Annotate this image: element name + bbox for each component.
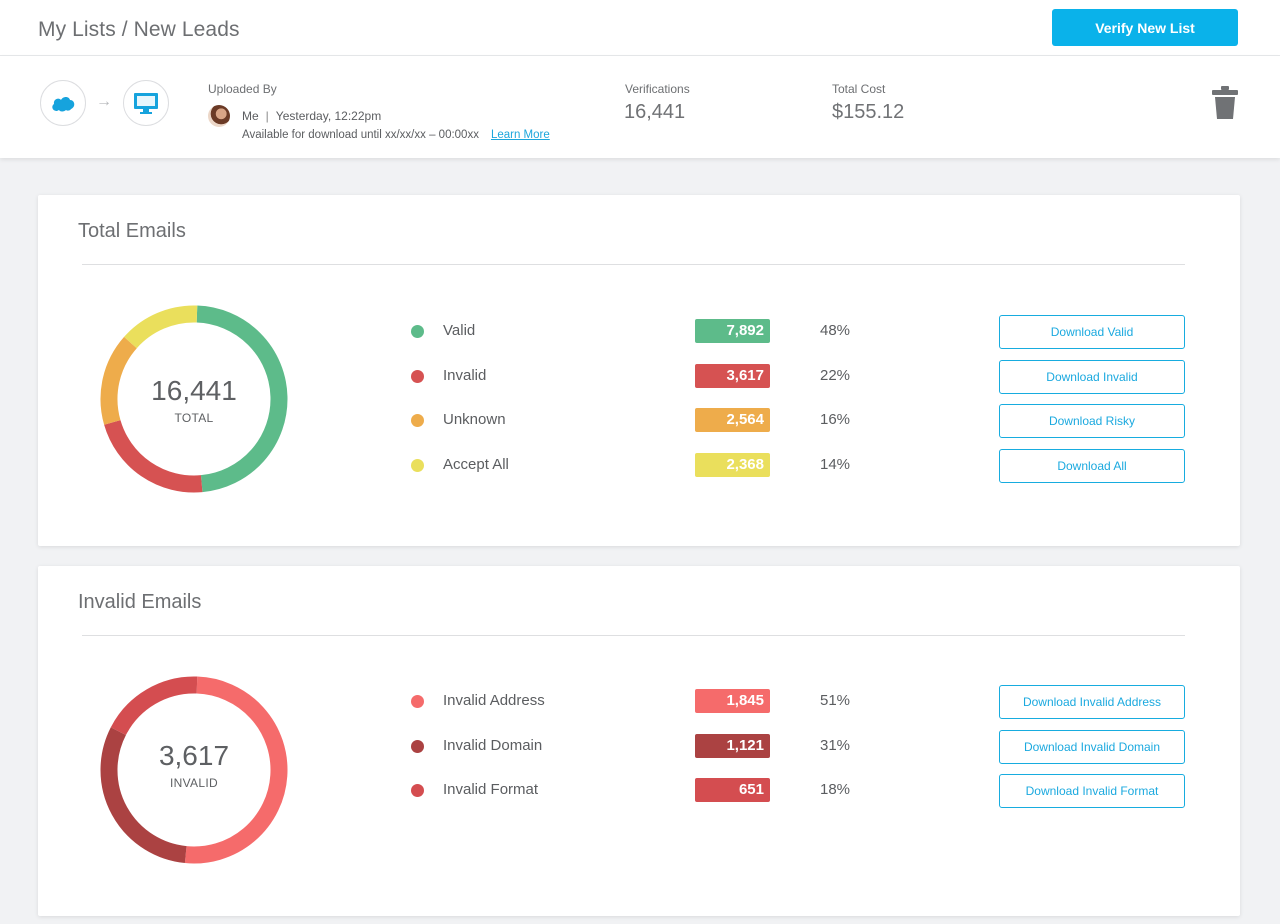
legend-dot [411, 414, 424, 427]
availability-note: Available for download until xx/xx/xx – … [242, 129, 550, 141]
legend-label: Valid [443, 322, 476, 339]
percentage: 51% [820, 692, 851, 709]
donut-center-value: 3,617 [158, 740, 230, 771]
donut-center-label: TOTAL [174, 411, 214, 425]
separator: | [265, 109, 269, 123]
count-badge: 2,368 [695, 452, 770, 477]
invalid-emails-card: Invalid Emails 3,617 INVALID Invalid Add… [38, 566, 1240, 916]
donut-segment-invalid-address [184, 676, 288, 864]
legend-row-invalid: Invalid 3,617 22% Download Invalid [38, 359, 1240, 394]
verifications-value: 16,441 [624, 101, 686, 123]
donut-segment-invalid [104, 419, 203, 493]
download-invalid-format-button[interactable]: Download Invalid Format [999, 774, 1185, 808]
donut-segment-accept-all [124, 305, 198, 349]
uploader-name: Me [242, 109, 259, 123]
percentage: 18% [820, 781, 851, 798]
arrow-right-icon: → [96, 93, 112, 110]
donut-segment-unknown [100, 336, 137, 425]
legend-row-valid: Valid 7,892 48% Download Valid [38, 315, 1240, 349]
count-badge: 3,617 [695, 363, 770, 388]
percentage: 31% [820, 736, 851, 754]
total-emails-card: Total Emails 16,441 TOTAL Valid 7,892 48% D… [38, 195, 1240, 546]
legend-label: Invalid [443, 366, 487, 384]
divider [82, 264, 1185, 265]
donut-center-value: 16,441 [151, 375, 237, 406]
legend-dot [411, 369, 424, 383]
legend-dot [411, 784, 424, 797]
count-badge: 7,892 [695, 319, 770, 343]
trash-icon[interactable] [1212, 86, 1238, 120]
legend-label: Accept All [443, 455, 509, 473]
download-accept-all-button[interactable]: Download All [999, 448, 1185, 483]
donut-center-label: INVALID [170, 776, 218, 790]
legend-label: Invalid Format [443, 781, 539, 798]
count-badge: 2,564 [695, 408, 770, 432]
percentage: 48% [820, 322, 851, 339]
invalid-emails-donut [100, 676, 288, 864]
total-cost-value: $155.12 [832, 101, 905, 123]
percentage: 16% [820, 411, 851, 428]
legend-label: Invalid Domain [443, 736, 543, 754]
legend-dot [411, 458, 424, 472]
count-badge: 651 [695, 778, 770, 802]
divider [82, 635, 1185, 636]
legend-label: Unknown [443, 411, 506, 428]
donut-segment-invalid-format [110, 676, 198, 736]
card-title: Total Emails [78, 220, 186, 242]
donut-segment-invalid-domain [100, 727, 187, 864]
legend-dot [411, 325, 424, 338]
avatar [208, 105, 230, 127]
verify-new-list-button[interactable]: Verify New List [1052, 9, 1238, 46]
donut-segment-valid [196, 305, 288, 493]
legend-dot [411, 695, 424, 708]
upload-time: Yesterday, 12:22pm [275, 109, 382, 123]
count-badge: 1,845 [695, 689, 770, 713]
legend-row-invalid-format: Invalid Format 651 18% Download Invalid For… [38, 774, 1240, 808]
legend-row-invalid-address: Invalid Address 1,845 51% Download Invalid … [38, 685, 1240, 719]
download-invalid-domain-button[interactable]: Download Invalid Domain [999, 729, 1185, 764]
desktop-monitor-icon [123, 80, 169, 126]
salesforce-cloud-icon [40, 80, 86, 126]
uploaded-by-label: Uploaded By [208, 82, 277, 96]
percentage: 22% [820, 366, 851, 384]
total-emails-donut [100, 305, 288, 493]
legend-dot [411, 739, 424, 753]
card-title: Invalid Emails [78, 591, 202, 613]
learn-more-link[interactable]: Learn More [490, 129, 550, 141]
list-info-bar: → Uploaded By Me | Yesterday, 12:22pm Av… [0, 56, 1280, 158]
download-valid-button[interactable]: Download Valid [999, 315, 1185, 349]
total-cost-label: Total Cost [832, 82, 886, 96]
legend-row-invalid-domain: Invalid Domain 1,121 31% Download Invalid D… [38, 729, 1240, 764]
availability-text: Available for download until xx/xx/xx – … [242, 129, 479, 141]
top-bar: My Lists / New Leads Verify New List [0, 0, 1280, 56]
percentage: 14% [820, 455, 851, 473]
download-invalid-button[interactable]: Download Invalid [999, 359, 1185, 394]
verifications-label: Verifications [625, 82, 690, 96]
uploader-line: Me | Yesterday, 12:22pm [208, 105, 381, 127]
legend-row-unknown: Unknown 2,564 16% Download Risky [38, 404, 1240, 438]
download-invalid-address-button[interactable]: Download Invalid Address [999, 685, 1185, 719]
count-badge: 1,121 [695, 733, 770, 758]
legend-row-accept-all: Accept All 2,368 14% Download All [38, 448, 1240, 483]
legend-label: Invalid Address [443, 692, 545, 709]
download-unknown-button[interactable]: Download Risky [999, 404, 1185, 438]
breadcrumb: My Lists / New Leads [38, 18, 240, 41]
